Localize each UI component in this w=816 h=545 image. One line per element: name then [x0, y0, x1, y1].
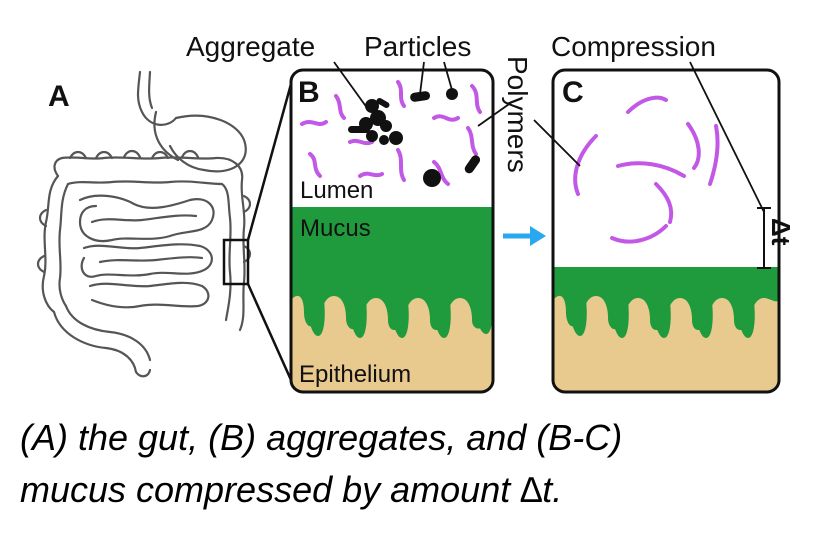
panel-c-label: C — [562, 76, 584, 109]
panel-c — [553, 70, 779, 392]
polymers-label: Polymers — [502, 56, 533, 173]
epithelium-layer-b — [291, 295, 493, 392]
delta-t-bracket — [757, 207, 771, 269]
epithelium-label: Epithelium — [299, 361, 411, 388]
panel-c-frame — [551, 68, 781, 394]
villi-gaps-c — [569, 300, 755, 338]
panel-b: Lumen Mucus Epithelium — [291, 70, 493, 392]
villi-gaps-b — [307, 300, 493, 338]
panel-b-frame — [289, 68, 495, 394]
compression-leader — [689, 61, 765, 213]
gut-illustration-icon — [36, 70, 252, 378]
leader-lines — [333, 61, 765, 213]
caption-line-1: (A) the gut, (B) aggregates, and (B-C) — [20, 417, 623, 458]
panel-a-label: A — [48, 80, 70, 113]
caption-line-2: mucus compressed by amount ∆t. — [20, 469, 563, 510]
lumen-label: Lumen — [300, 177, 373, 204]
compression-label: Compression — [551, 31, 716, 62]
aggregate-leader — [333, 61, 371, 113]
zoom-line-bottom — [246, 283, 293, 381]
epithelium-layer-c — [553, 295, 779, 392]
right-arrow-icon — [503, 226, 546, 246]
particles-label: Particles — [364, 31, 471, 62]
aggregate-label: Aggregate — [186, 31, 315, 62]
mucus-label: Mucus — [300, 215, 371, 242]
particles-leader-1 — [419, 61, 425, 95]
aggregate-cluster — [348, 98, 403, 145]
figure-caption: (A) the gut, (B) aggregates, and (B-C) m… — [20, 412, 810, 516]
particles-b — [410, 88, 481, 187]
polymers-b — [300, 80, 482, 186]
zoom-line-top — [246, 83, 293, 241]
polymers-c — [573, 95, 720, 244]
delta-t-label: Δt — [766, 218, 796, 246]
zoom-region-box — [222, 238, 250, 286]
polymers-leader-c — [533, 119, 581, 167]
panel-b-label: B — [298, 76, 320, 109]
polymers-leader-b — [477, 101, 513, 127]
particles-leader-2 — [443, 61, 453, 91]
